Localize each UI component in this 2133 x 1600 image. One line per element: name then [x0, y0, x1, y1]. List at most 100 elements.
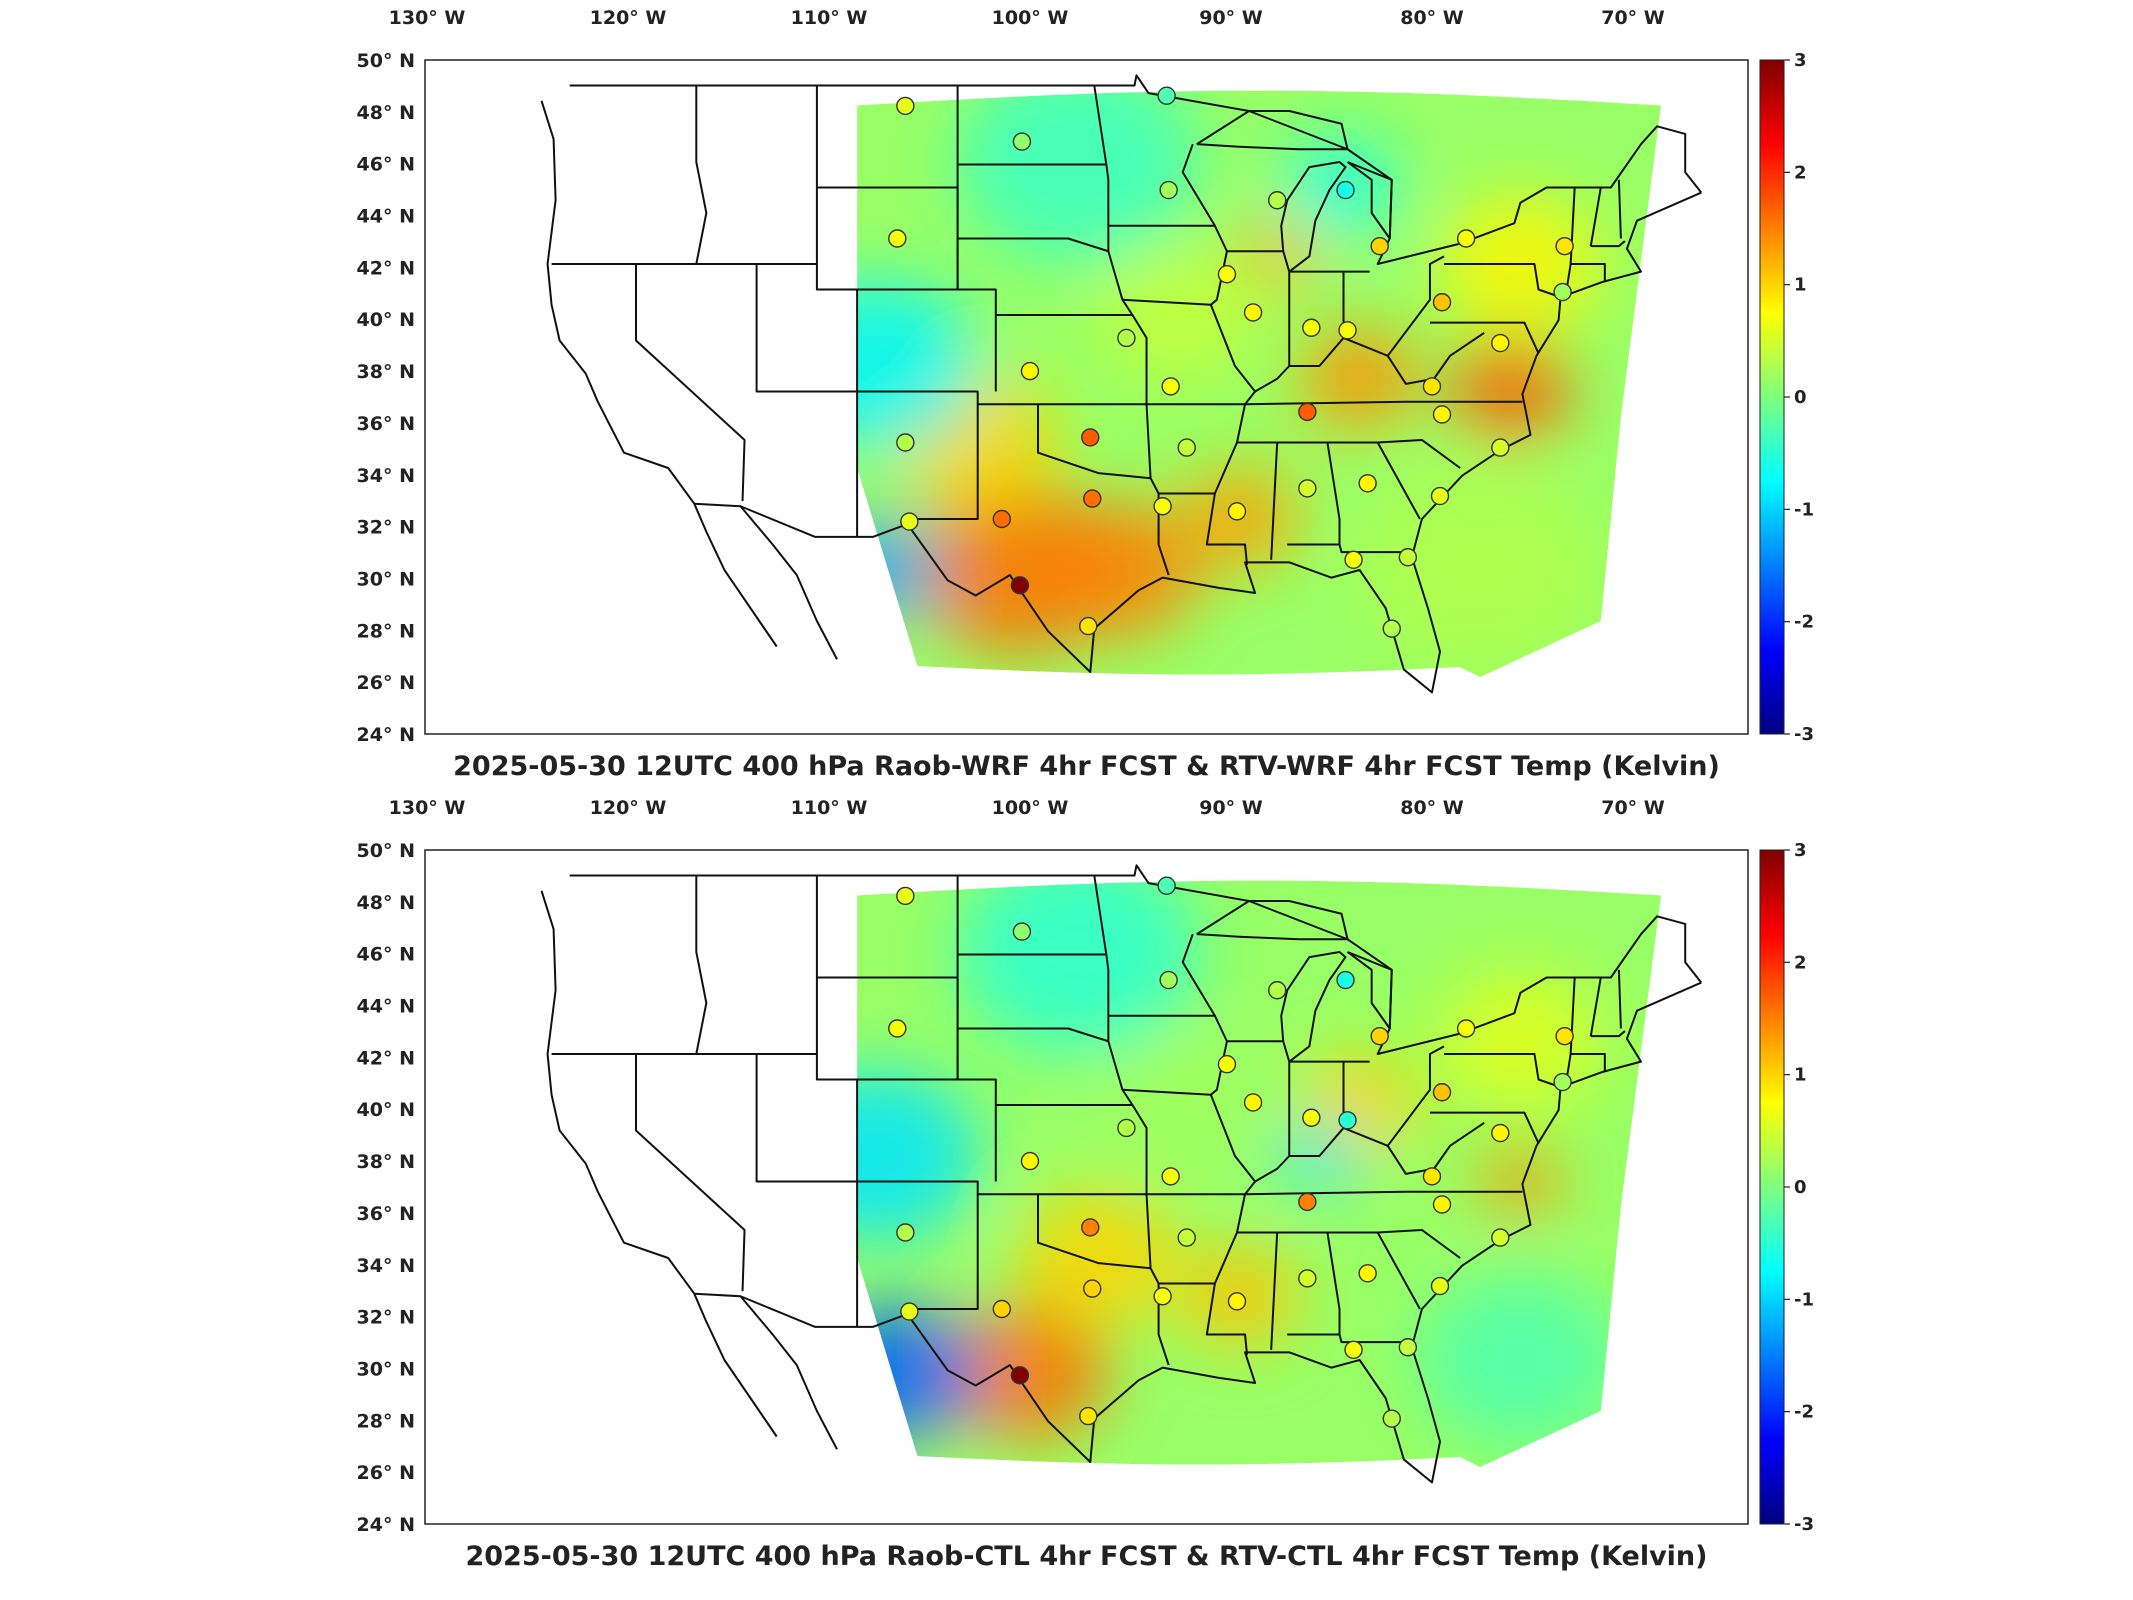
raob-station-marker — [1336, 180, 1355, 200]
state-boundary — [755, 264, 858, 393]
state-boundary — [1181, 143, 1216, 227]
raob-station-marker — [1217, 1054, 1237, 1074]
raob-station-marker — [1217, 265, 1237, 284]
state-boundary — [1570, 263, 1606, 282]
top-panel-title: 2025-05-30 12UTC 400 hPa Raob-WRF 4hr FC… — [453, 751, 1720, 782]
raob-station-marker — [1358, 474, 1377, 493]
raob-station-marker — [1555, 236, 1574, 256]
raob-station-marker — [1079, 1406, 1098, 1426]
state-boundary — [1236, 1228, 1461, 1259]
longitude-tick-label: 80° W — [1400, 7, 1464, 29]
raob-station-marker — [1010, 1366, 1030, 1385]
state-boundary — [635, 1054, 746, 1292]
raob-station-marker — [1432, 1195, 1452, 1214]
state-boundary — [1590, 1030, 1626, 1038]
raob-station-marker — [888, 229, 907, 248]
top-map-frame — [424, 59, 1749, 735]
raob-station-marker — [1157, 86, 1176, 105]
state-boundary — [551, 875, 818, 1055]
colorbar-tick-label: 0 — [1794, 1177, 1807, 1198]
field-anomaly — [1480, 1147, 1561, 1216]
great-lake-outline — [1346, 161, 1393, 240]
top-state-outlines — [540, 74, 1703, 694]
state-boundary — [1429, 321, 1540, 354]
field-anomaly — [1420, 1275, 1621, 1445]
raob-station-marker — [1298, 1269, 1317, 1288]
state-boundary — [1236, 438, 1461, 469]
colorbar-tick-label: -3 — [1794, 1514, 1814, 1535]
raob-station-marker — [1432, 293, 1452, 312]
raob-station-marker — [1382, 619, 1401, 638]
raob-station-marker — [1491, 1228, 1510, 1247]
latitude-tick-label: 44° N — [357, 206, 415, 228]
coastline — [540, 890, 1702, 1484]
raob-station-marker — [992, 1299, 1012, 1319]
longitude-tick-label: 120° W — [590, 797, 667, 819]
gulf-of-california-coast — [739, 1295, 838, 1450]
latitude-tick-label: 48° N — [357, 892, 415, 914]
state-boundary — [756, 390, 1523, 406]
raob-station-marker — [1553, 1072, 1572, 1092]
colorbar-gradient — [1759, 849, 1785, 1525]
state-boundary — [755, 1054, 858, 1183]
great-lake-outline — [1196, 110, 1349, 151]
raob-station-marker — [1267, 981, 1287, 1000]
bottom-colorbar: 3 2 1 0 -1 -2 -3 — [1759, 840, 1814, 1535]
latitude-tick-label: 28° N — [357, 1410, 415, 1432]
top-map-panel: 130° W 120° W 110° W 100° W 90° W 80° W 70° W … — [357, 7, 1814, 782]
great-lake-outline — [1280, 161, 1347, 273]
latitude-tick-label: 26° N — [357, 672, 415, 694]
field-anomaly — [958, 90, 1199, 264]
longitude-tick-label: 90° W — [1199, 797, 1263, 819]
latitude-tick-label: 34° N — [357, 1255, 415, 1277]
raob-station-marker — [1298, 479, 1317, 498]
raob-station-marker — [1227, 1292, 1247, 1311]
raob-station-marker — [1370, 1026, 1389, 1046]
state-boundary — [1444, 1053, 1561, 1089]
state-boundary — [1037, 404, 1151, 480]
colorbar-tick-label: -1 — [1794, 499, 1814, 520]
state-boundary — [956, 85, 997, 392]
raob-station-marker — [1338, 1111, 1357, 1130]
raob-station-marker — [1157, 876, 1176, 895]
latitude-tick-label: 38° N — [357, 1151, 415, 1173]
state-boundary — [1570, 1053, 1606, 1072]
raob-station-marker — [1298, 402, 1317, 422]
colorbar-tick-label: 3 — [1794, 50, 1807, 71]
longitude-tick-label: 70° W — [1601, 7, 1665, 29]
raob-station-marker — [1344, 1340, 1363, 1360]
gulf-of-california-coast — [739, 505, 838, 660]
raob-station-marker — [1177, 438, 1196, 457]
field-anomaly — [958, 880, 1199, 1054]
latitude-tick-label: 26° N — [357, 1462, 415, 1484]
longitude-tick-label: 90° W — [1199, 7, 1263, 29]
latitude-tick-label: 40° N — [357, 309, 415, 331]
top-raob-stations — [888, 86, 1574, 638]
state-boundary — [905, 404, 979, 520]
colorbar-tick-label: 2 — [1794, 162, 1807, 183]
raob-station-marker — [1159, 180, 1178, 200]
great-lake-outline — [1196, 900, 1349, 941]
colorbar-gradient — [1759, 59, 1785, 735]
latitude-tick-label: 32° N — [357, 517, 415, 539]
latitude-tick-label: 24° N — [357, 1514, 415, 1536]
raob-station-marker — [1020, 1151, 1040, 1171]
raob-station-marker — [1012, 922, 1032, 941]
state-boundary — [1376, 442, 1421, 520]
raob-station-marker — [1338, 321, 1357, 340]
latitude-tick-label: 30° N — [357, 568, 415, 590]
state-boundary — [1338, 544, 1410, 554]
raob-station-marker — [1491, 1123, 1510, 1143]
raob-station-marker — [1012, 132, 1032, 151]
field-anomaly — [1038, 502, 1199, 638]
latitude-tick-label: 34° N — [357, 465, 415, 487]
bottom-panel-title: 2025-05-30 12UTC 400 hPa Raob-CTL 4hr FC… — [465, 1541, 1707, 1572]
state-boundary — [1444, 263, 1561, 299]
state-boundary — [1617, 969, 1622, 1029]
longitude-tick-label: 80° W — [1400, 797, 1464, 819]
state-boundary — [1343, 255, 1445, 357]
state-boundary — [1338, 1334, 1410, 1344]
state-boundary — [1289, 1061, 1345, 1157]
latitude-tick-label: 32° N — [357, 1307, 415, 1329]
